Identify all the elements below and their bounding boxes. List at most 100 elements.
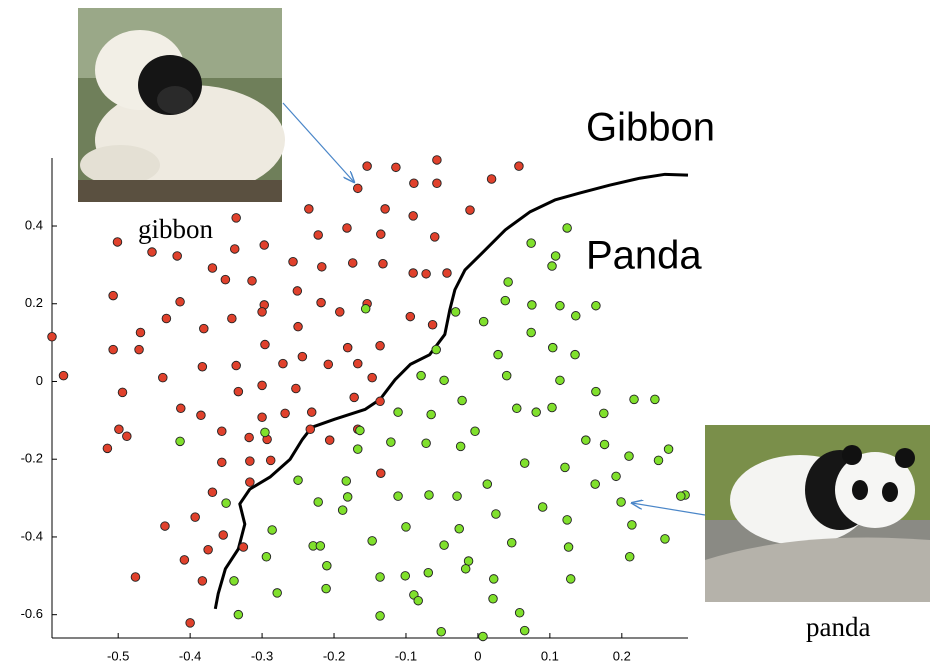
y-tick-label: 0: [36, 373, 43, 388]
x-tick-label: -0.5: [107, 648, 129, 663]
scatter-point: [367, 536, 377, 546]
scatter-point: [506, 538, 517, 548]
scatter-point: [423, 567, 434, 578]
x-tick-label: 0.1: [541, 648, 559, 663]
scatter-point: [486, 174, 497, 184]
scatter-point: [555, 300, 565, 311]
scatter-point: [260, 427, 270, 438]
scatter-point: [190, 512, 200, 522]
scatter-point: [197, 361, 208, 372]
scatter-point: [460, 564, 471, 574]
scatter-point: [555, 375, 565, 386]
scatter-point: [457, 395, 467, 406]
scatter-point: [342, 223, 352, 233]
scatter-point: [599, 439, 610, 450]
scatter-point: [478, 631, 488, 642]
x-tick-label: -0.4: [179, 648, 201, 663]
x-tick-label: 0: [474, 648, 481, 663]
scatter-point: [408, 268, 418, 278]
scatter-point: [257, 412, 267, 422]
scatter-point: [493, 349, 503, 360]
scatter-point: [160, 521, 170, 531]
scatter-point: [207, 487, 218, 498]
scatter-point: [196, 410, 206, 421]
caption: panda: [806, 612, 870, 642]
scatter-point: [409, 178, 419, 189]
scatter-point: [401, 522, 411, 532]
scatter-point: [122, 431, 132, 442]
y-tick-label: -0.2: [21, 451, 43, 466]
scatter-point: [367, 372, 377, 383]
scatter-point: [391, 162, 401, 173]
scatter-point: [526, 238, 536, 248]
scatter-point: [431, 344, 441, 355]
scatter-point: [114, 424, 124, 435]
scatter-point: [624, 451, 634, 461]
x-tick-label: -0.2: [323, 648, 345, 663]
scatter-point: [293, 475, 303, 485]
scatter-point: [560, 462, 570, 473]
scatter-point: [185, 618, 195, 628]
scatter-point: [247, 276, 257, 286]
scatter-point: [547, 402, 557, 413]
scatter-point: [416, 370, 426, 381]
scatter-point: [482, 479, 493, 489]
scatter-point: [436, 627, 446, 637]
scatter-point: [260, 339, 270, 350]
scatter-point: [503, 277, 513, 287]
scatter-point: [347, 258, 358, 268]
scatter-point: [465, 205, 475, 215]
scatter-point: [313, 497, 323, 507]
scatter-point: [257, 380, 267, 391]
scatter-point: [278, 358, 288, 369]
scatter-point: [519, 625, 530, 636]
scatter-point: [432, 178, 442, 189]
scatter-point: [581, 435, 591, 445]
scatter-point: [58, 370, 69, 381]
scatter-point: [147, 247, 157, 257]
scatter-point: [342, 342, 353, 353]
scatter-point: [229, 576, 239, 586]
class-label: Panda: [586, 234, 702, 278]
scatter-point: [405, 311, 416, 322]
scatter-point: [375, 396, 385, 407]
scatter-point: [570, 349, 580, 360]
scatter-point: [47, 332, 57, 342]
scatter-point: [650, 394, 660, 405]
scatter-point: [207, 263, 218, 273]
scatter-point: [375, 340, 385, 351]
scatter-point: [531, 407, 541, 417]
scatter-point: [108, 290, 118, 301]
scatter-point: [514, 161, 524, 171]
scatter-point: [571, 311, 581, 321]
scatter-point: [527, 300, 537, 310]
scatter-point: [293, 321, 303, 332]
scatter-point: [323, 359, 334, 370]
scatter-point: [624, 552, 635, 562]
scatter-point: [322, 560, 332, 571]
scatter-point: [491, 509, 501, 519]
scatter-point: [547, 342, 558, 353]
scatter-point: [442, 268, 452, 278]
panda-photo: [705, 425, 930, 602]
scatter-point: [217, 457, 227, 468]
scatter-point: [244, 432, 254, 443]
plot-area: -0.5 -0.4 -0.3 -0.2 -0.1 0 0.1 0.2 -0.6 -0.4 -0.2 0…: [21, 155, 690, 663]
scatter-point: [427, 319, 438, 330]
x-tick-label: 0.2: [613, 648, 631, 663]
scatter-point: [590, 479, 600, 489]
scatter-point: [611, 471, 621, 482]
y-tick-label: -0.6: [21, 606, 43, 621]
scatter-point: [176, 403, 186, 414]
caption: gibbon: [138, 214, 214, 244]
scatter-point: [324, 435, 335, 445]
scatter-point: [629, 394, 639, 405]
scatter-point: [297, 351, 308, 362]
scatter-point: [616, 497, 626, 507]
scatter-point: [257, 307, 267, 317]
scatter-point: [663, 444, 674, 454]
scatter-point: [470, 426, 480, 436]
scatter-point: [519, 458, 530, 468]
x-tick-label: -0.3: [251, 648, 273, 663]
